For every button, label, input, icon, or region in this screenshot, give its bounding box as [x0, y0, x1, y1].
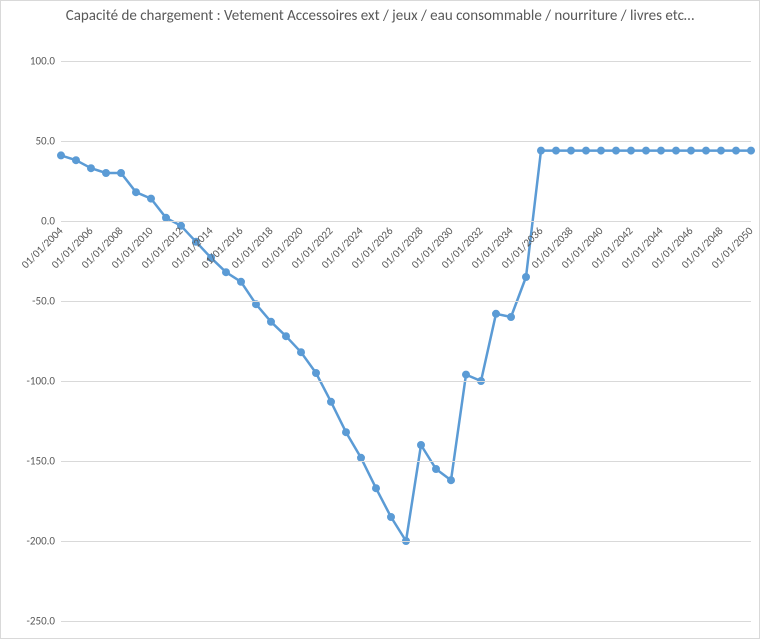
series-marker [568, 147, 575, 154]
series-marker [733, 147, 740, 154]
series-path [61, 151, 751, 541]
gridline [61, 621, 751, 622]
series-marker [73, 157, 80, 164]
gridline [61, 381, 751, 382]
plot-area: -250.0-200.0-150.0-100.0-50.00.050.0100.… [61, 61, 751, 621]
series-marker [718, 147, 725, 154]
series-marker [313, 370, 320, 377]
gridline [61, 541, 751, 542]
series-marker [583, 147, 590, 154]
chart-title: Capacité de chargement : Vetement Access… [1, 7, 759, 26]
series-marker [613, 147, 620, 154]
series-line [61, 61, 751, 621]
series-marker [88, 165, 95, 172]
y-tick-label: -150.0 [27, 455, 61, 468]
series-marker [223, 269, 230, 276]
series-marker [283, 333, 290, 340]
y-tick-label: -50.0 [32, 295, 61, 308]
series-marker [238, 278, 245, 285]
gridline [61, 461, 751, 462]
series-marker [268, 318, 275, 325]
series-marker [148, 195, 155, 202]
series-marker [343, 429, 350, 436]
y-tick-label: -250.0 [27, 615, 61, 628]
series-marker [553, 147, 560, 154]
series-marker [433, 466, 440, 473]
series-marker [673, 147, 680, 154]
series-marker [523, 274, 530, 281]
gridline [61, 141, 751, 142]
series-marker [388, 514, 395, 521]
y-tick-label: 100.0 [30, 55, 61, 68]
series-marker [118, 170, 125, 177]
series-marker [298, 349, 305, 356]
gridline [61, 61, 751, 62]
gridline [61, 301, 751, 302]
series-marker [133, 189, 140, 196]
series-marker [538, 147, 545, 154]
y-tick-label: 50.0 [35, 135, 61, 148]
chart-frame: Capacité de chargement : Vetement Access… [0, 0, 760, 639]
series-marker [643, 147, 650, 154]
series-marker [373, 485, 380, 492]
series-marker [418, 442, 425, 449]
y-tick-label: -100.0 [27, 375, 61, 388]
series-marker [658, 147, 665, 154]
series-marker [508, 314, 515, 321]
series-marker [688, 147, 695, 154]
series-marker [598, 147, 605, 154]
series-marker [493, 310, 500, 317]
y-tick-label: -200.0 [27, 535, 61, 548]
series-marker [748, 147, 755, 154]
series-marker [328, 398, 335, 405]
series-marker [103, 170, 110, 177]
series-marker [703, 147, 710, 154]
gridline [61, 221, 751, 222]
series-marker [448, 477, 455, 484]
series-marker [628, 147, 635, 154]
series-marker [463, 371, 470, 378]
series-marker [58, 152, 65, 159]
